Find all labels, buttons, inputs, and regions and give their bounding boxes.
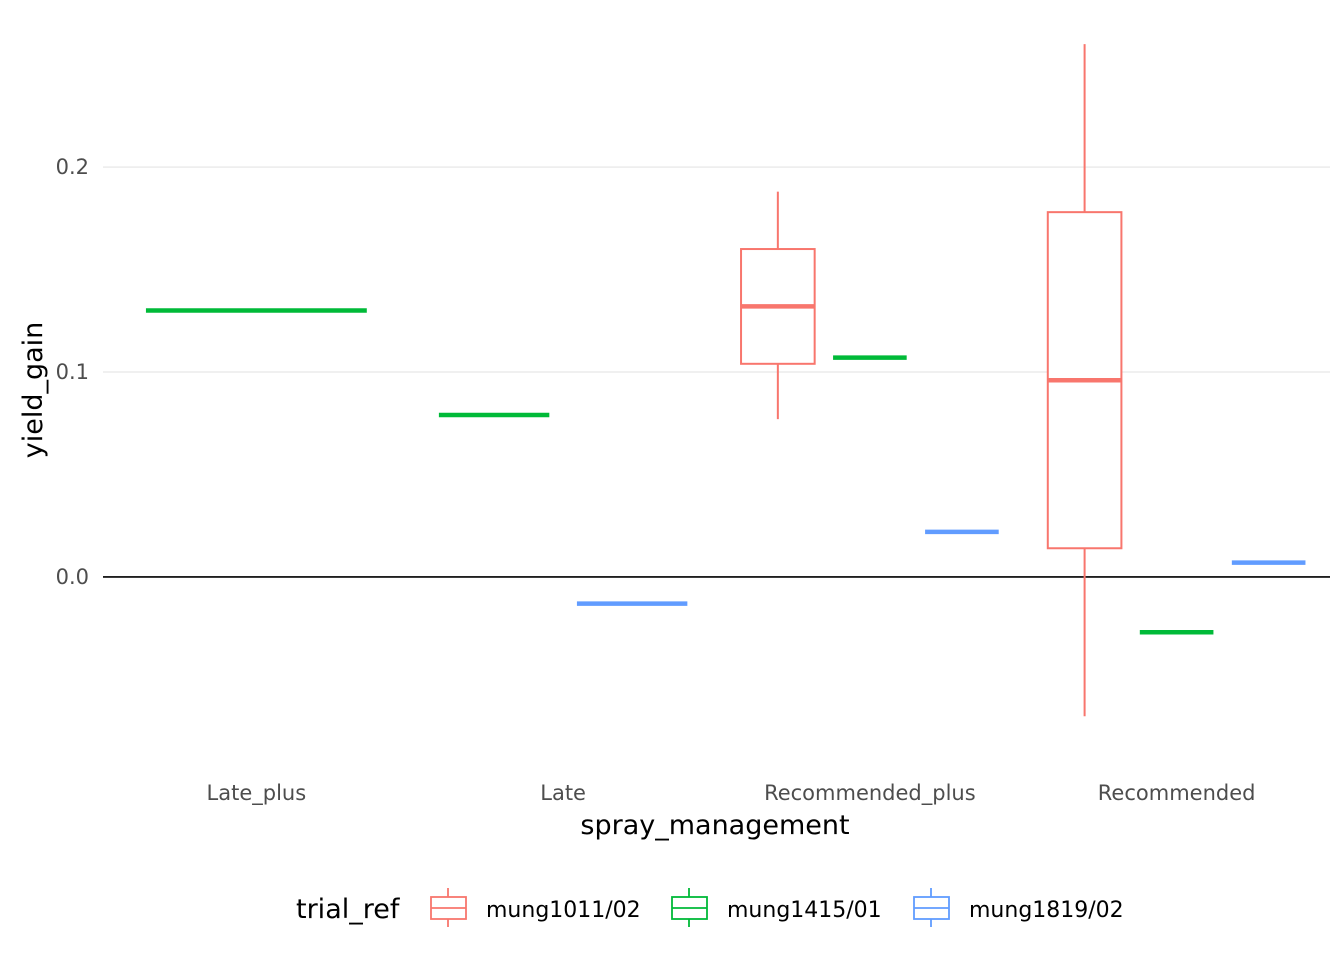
- x-tick-label: Late: [540, 781, 586, 805]
- y-axis-ticks: 0.0 0.1 0.2: [56, 155, 89, 589]
- box-mung1011-02-recommended-plus: [740, 191, 816, 420]
- y-axis-title: yield_gain: [18, 322, 49, 459]
- y-tick-label: 0.0: [56, 565, 89, 589]
- legend-key-mung1011-02: mung1011/02: [430, 888, 641, 927]
- legend-label: mung1415/01: [727, 898, 882, 923]
- box-mung1011-02-recommended: [1046, 44, 1123, 717]
- legend-key-mung1819-02: mung1819/02: [913, 888, 1124, 927]
- grid-layer: [103, 166, 1330, 578]
- y-tick-label: 0.1: [56, 360, 89, 384]
- legend-title: trial_ref: [296, 894, 401, 925]
- x-tick-label: Late_plus: [207, 781, 307, 806]
- x-axis-title: spray_management: [580, 810, 849, 841]
- legend-keys: mung1011/02 mung1415/01 mung1819/02: [430, 888, 1124, 927]
- boxes-layer: [145, 44, 1306, 717]
- legend-key-mung1415-01: mung1415/01: [671, 888, 882, 927]
- legend: trial_ref mung1011/02 mung1415/01 mung1819…: [296, 888, 1124, 927]
- legend-label: mung1011/02: [486, 898, 641, 923]
- x-axis-ticks: Late_plus Late Recommended_plus Recommended: [207, 781, 1256, 806]
- legend-label: mung1819/02: [969, 898, 1124, 923]
- x-tick-label: Recommended_plus: [764, 781, 976, 806]
- y-tick-label: 0.2: [56, 155, 89, 179]
- x-tick-label: Recommended: [1098, 781, 1256, 805]
